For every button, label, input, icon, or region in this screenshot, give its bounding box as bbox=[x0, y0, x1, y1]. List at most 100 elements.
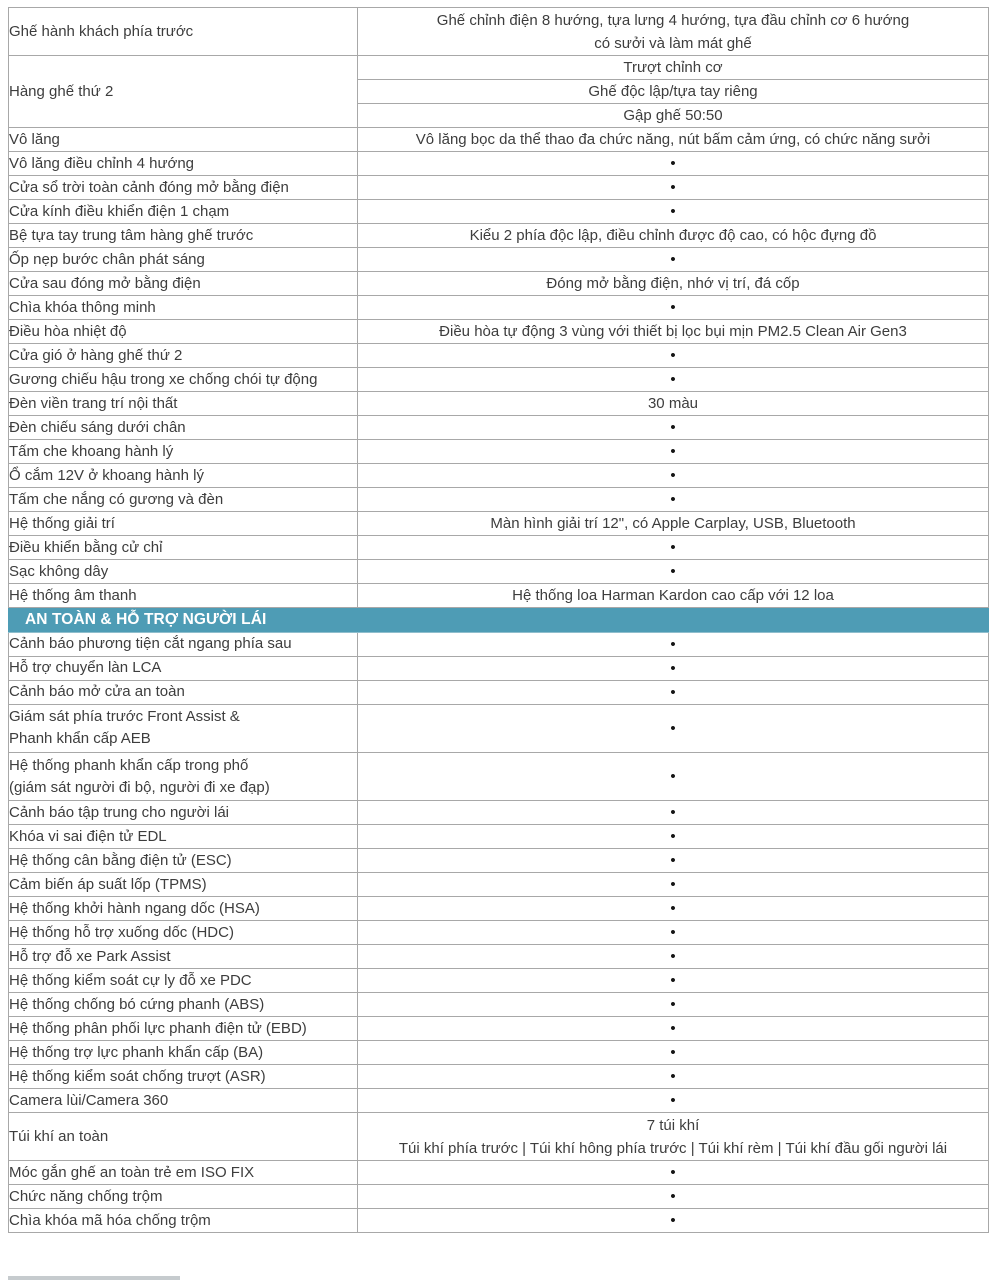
feature-value-cell: • bbox=[357, 343, 989, 369]
feature-value: Trượt chỉnh cơ bbox=[623, 59, 723, 77]
included-bullet: • bbox=[670, 768, 676, 786]
table-row: Đèn viền trang trí nội thất 30 màu bbox=[8, 391, 989, 417]
included-bullet: • bbox=[670, 251, 676, 269]
feature-label: Tấm che nắng có gương và đèn bbox=[9, 490, 224, 508]
included-bullet: • bbox=[670, 203, 676, 221]
included-bullet: • bbox=[670, 804, 676, 822]
included-bullet: • bbox=[670, 467, 676, 485]
included-bullet: • bbox=[670, 443, 676, 461]
feature-label-cell: Bệ tựa tay trung tâm hàng ghế trước bbox=[8, 223, 358, 249]
table-row: Vô lăng Vô lăng bọc da thể thao đa chức n… bbox=[8, 127, 989, 153]
table-row: Cảnh báo mở cửa an toàn • bbox=[8, 679, 989, 705]
feature-label-cell: Chìa khóa thông minh bbox=[8, 295, 358, 321]
table-row: Chức năng chống trộm • bbox=[8, 1184, 989, 1210]
feature-value-cell: • bbox=[357, 1088, 989, 1114]
feature-label: Ổ cắm 12V ở khoang hành lý bbox=[9, 466, 204, 484]
feature-label: Hệ thống cân bằng điện tử (ESC) bbox=[9, 851, 232, 869]
feature-label: Chức năng chống trộm bbox=[9, 1187, 163, 1205]
feature-label-cell: Hệ thống khởi hành ngang dốc (HSA) bbox=[8, 896, 358, 922]
feature-value-cell: • bbox=[357, 535, 989, 561]
feature-label-cell: Hệ thống trợ lực phanh khẩn cấp (BA) bbox=[8, 1040, 358, 1066]
feature-label-cell: Hệ thống chống bó cứng phanh (ABS) bbox=[8, 992, 358, 1018]
table-row: Giám sát phía trước Front Assist & Phanh … bbox=[8, 703, 989, 753]
feature-label: Bệ tựa tay trung tâm hàng ghế trước bbox=[9, 226, 254, 244]
feature-value: có sưởi và làm mát ghế bbox=[594, 34, 752, 52]
feature-value-cell: Ghế độc lập/tựa tay riêng bbox=[357, 79, 989, 105]
feature-label: Hệ thống phân phối lực phanh điện tử (EB… bbox=[9, 1019, 307, 1037]
included-bullet: • bbox=[670, 852, 676, 870]
table-row: Hỗ trợ chuyển làn LCA • bbox=[8, 655, 989, 681]
feature-label-cell: Hỗ trợ đỗ xe Park Assist bbox=[8, 944, 358, 970]
table-row: Sạc không dây • bbox=[8, 559, 989, 585]
feature-label: Điều hòa nhiệt độ bbox=[9, 322, 127, 340]
feature-value-cell: • bbox=[357, 944, 989, 970]
feature-label: Cảnh báo phương tiện cắt ngang phía sau bbox=[9, 635, 292, 653]
included-bullet: • bbox=[670, 635, 676, 653]
feature-value-cell: • bbox=[357, 800, 989, 826]
table-row: Túi khí an toàn 7 túi khí Túi khí phía trư… bbox=[8, 1112, 989, 1162]
feature-value-cell: • bbox=[357, 199, 989, 225]
included-bullet: • bbox=[670, 719, 676, 737]
feature-label: Hệ thống âm thanh bbox=[9, 586, 137, 604]
spec-sheet: Ghế hành khách phía trước Ghế chỉnh điện … bbox=[8, 6, 989, 1234]
included-bullet: • bbox=[670, 1044, 676, 1062]
feature-label: Hệ thống kiểm soát cự ly đỗ xe PDC bbox=[9, 971, 252, 989]
feature-value: Gập ghế 50:50 bbox=[623, 107, 723, 125]
table-row: Vô lăng điều chỉnh 4 hướng • bbox=[8, 151, 989, 177]
table-row: Hệ thống giải trí Màn hình giải trí 12", … bbox=[8, 511, 989, 537]
feature-label: Chìa khóa thông minh bbox=[9, 298, 156, 316]
feature-label-cell: Hỗ trợ chuyển làn LCA bbox=[8, 655, 358, 681]
table-row: Hệ thống phân phối lực phanh điện tử (EB… bbox=[8, 1016, 989, 1042]
table-row: Cảnh báo phương tiện cắt ngang phía sau • bbox=[8, 631, 989, 657]
table-row: Hệ thống kiểm soát cự ly đỗ xe PDC • bbox=[8, 968, 989, 994]
table-row: Bệ tựa tay trung tâm hàng ghế trước Kiểu … bbox=[8, 223, 989, 249]
table-row: Cửa kính điều khiển điện 1 chạm • bbox=[8, 199, 989, 225]
table-row: Hệ thống trợ lực phanh khẩn cấp (BA) • bbox=[8, 1040, 989, 1066]
table-row: Cảnh báo tập trung cho người lái • bbox=[8, 800, 989, 826]
feature-label: Hệ thống hỗ trợ xuống dốc (HDC) bbox=[9, 923, 234, 941]
table-row: Cảm biến áp suất lốp (TPMS) • bbox=[8, 872, 989, 898]
feature-label: Giám sát phía trước Front Assist & bbox=[9, 708, 240, 726]
included-bullet: • bbox=[670, 1020, 676, 1038]
feature-value-cell: • bbox=[357, 679, 989, 705]
feature-label-cell: Giám sát phía trước Front Assist & Phanh … bbox=[8, 703, 358, 753]
feature-value: Hệ thống loa Harman Kardon cao cấp với 1… bbox=[512, 587, 834, 605]
feature-label: Hệ thống phanh khẩn cấp trong phố bbox=[9, 756, 249, 774]
feature-value-cell: • bbox=[357, 367, 989, 393]
feature-label-cell: Ổ cắm 12V ở khoang hành lý bbox=[8, 463, 358, 489]
feature-label-cell: Cảnh báo phương tiện cắt ngang phía sau bbox=[8, 631, 358, 657]
table-row: Gập ghế 50:50 bbox=[9, 103, 989, 129]
feature-value: Túi khí phía trước | Túi khí hông phía t… bbox=[398, 1139, 948, 1157]
table-row: Cửa sau đóng mở bằng điện Đóng mở bằng đi… bbox=[8, 271, 989, 297]
included-bullet: • bbox=[670, 1164, 676, 1182]
included-bullet: • bbox=[670, 1212, 676, 1230]
spec-table: Ghế hành khách phía trước Ghế chỉnh điện … bbox=[8, 6, 989, 1234]
feature-value-cell: • bbox=[357, 415, 989, 441]
included-bullet: • bbox=[670, 900, 676, 918]
table-row: Hệ thống kiểm soát chống trượt (ASR) • bbox=[8, 1064, 989, 1090]
feature-value-cell: • bbox=[357, 1040, 989, 1066]
included-bullet: • bbox=[670, 347, 676, 365]
table-row: Gương chiếu hậu trong xe chống chói tự đ… bbox=[8, 367, 989, 393]
included-bullet: • bbox=[670, 1188, 676, 1206]
feature-label: (giám sát người đi bộ, người đi xe đạp) bbox=[9, 778, 270, 796]
included-bullet: • bbox=[670, 924, 676, 942]
feature-label-cell: Cửa kính điều khiển điện 1 chạm bbox=[8, 199, 358, 225]
feature-label-cell: Ốp nẹp bước chân phát sáng bbox=[8, 247, 358, 273]
included-bullet: • bbox=[670, 179, 676, 197]
table-row: Chìa khóa thông minh • bbox=[8, 295, 989, 321]
table-row: Hệ thống cân bằng điện tử (ESC) • bbox=[8, 848, 989, 874]
feature-label: Hệ thống khởi hành ngang dốc (HSA) bbox=[9, 899, 260, 917]
feature-value: 7 túi khí bbox=[646, 1116, 700, 1134]
feature-label-cell: Hệ thống cân bằng điện tử (ESC) bbox=[8, 848, 358, 874]
included-bullet: • bbox=[670, 659, 676, 677]
feature-label: Chìa khóa mã hóa chống trộm bbox=[9, 1211, 211, 1229]
feature-value: Vô lăng bọc da thể thao đa chức năng, nú… bbox=[415, 131, 931, 149]
feature-value-cell: 30 màu bbox=[357, 391, 989, 417]
table-row: Ghế độc lập/tựa tay riêng bbox=[9, 79, 989, 105]
feature-label-cell: Ghế hành khách phía trước bbox=[8, 6, 358, 57]
feature-value-cell: • bbox=[357, 439, 989, 465]
feature-value-cell: • bbox=[357, 1064, 989, 1090]
included-bullet: • bbox=[670, 1092, 676, 1110]
feature-label: Đèn viền trang trí nội thất bbox=[9, 394, 178, 412]
